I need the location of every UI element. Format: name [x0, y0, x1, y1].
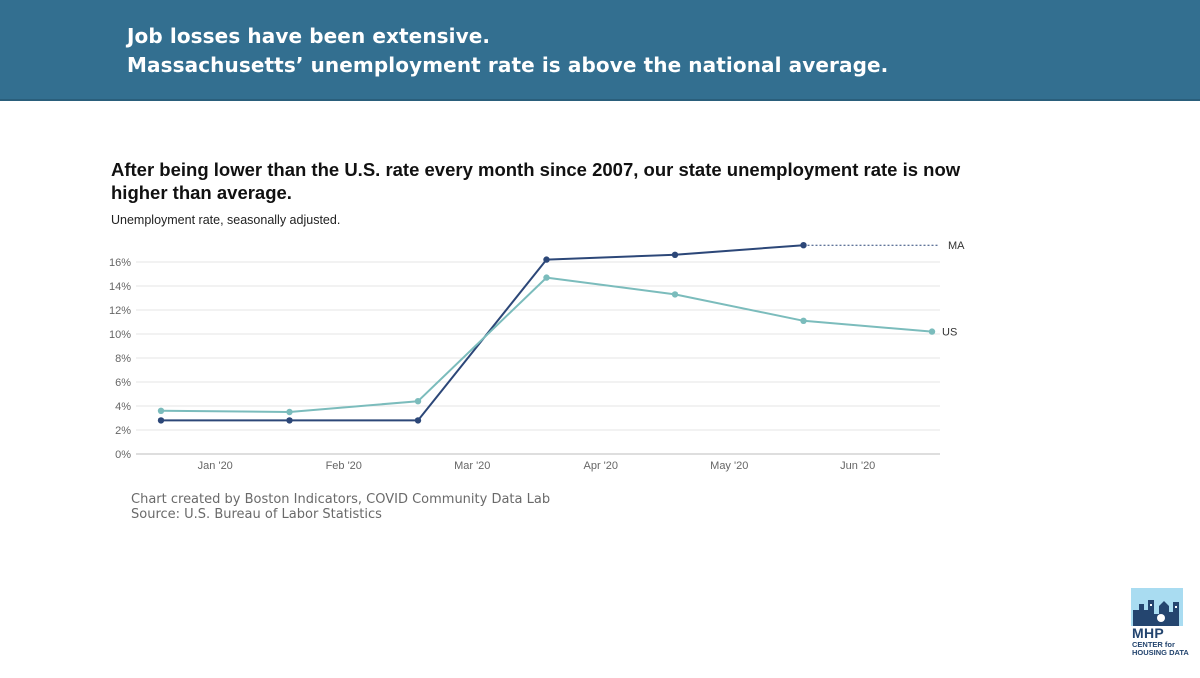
y-tick-label: 12% — [109, 305, 131, 317]
data-point-us — [543, 274, 550, 281]
data-point-ma — [543, 256, 550, 263]
y-tick-label: 14% — [109, 281, 131, 293]
logo-sub-line-2: HOUSING DATA — [1132, 648, 1189, 657]
banner-headline-1: Job losses have been extensive. — [127, 24, 491, 48]
data-point-us — [800, 317, 807, 324]
chart-subtitle: Unemployment rate, seasonally adjusted. — [111, 213, 341, 227]
logo-sub-line-1: CENTER for — [1132, 640, 1175, 649]
y-tick-label: 6% — [115, 377, 131, 389]
y-tick-label: 10% — [109, 329, 131, 341]
data-point-ma — [157, 417, 165, 424]
data-point-ma — [800, 242, 807, 249]
chart-title: After being lower than the U.S. rate eve… — [111, 159, 961, 203]
y-tick-label: 4% — [115, 401, 131, 413]
data-point-us — [414, 398, 422, 405]
x-tick-label: Mar '20 — [454, 460, 490, 472]
chart-source: Source: U.S. Bureau of Labor Statistics — [131, 507, 382, 522]
logo-skyline-icon — [1131, 588, 1183, 626]
x-tick-label: Jan '20 — [198, 460, 233, 472]
series-line-ma — [161, 244, 804, 422]
data-point-us — [928, 328, 936, 335]
series-label-us: US — [942, 327, 957, 339]
data-point-ma — [286, 417, 293, 424]
series-line-us — [160, 276, 933, 413]
y-tick-label: 0% — [115, 449, 131, 461]
logo-name: MHP — [1132, 625, 1165, 641]
header-banner: Job losses have been extensive. Massachu… — [0, 0, 1200, 101]
y-tick-label: 16% — [109, 257, 131, 269]
x-tick-label: Apr '20 — [583, 460, 618, 472]
data-point-us — [286, 408, 293, 416]
logo-subtitle: CENTER for HOUSING DATA — [1132, 641, 1192, 657]
x-tick-label: Feb '20 — [326, 460, 362, 472]
data-point-us — [157, 407, 165, 414]
x-tick-label: May '20 — [710, 460, 748, 472]
data-point-ma — [414, 417, 422, 424]
data-point-us — [671, 291, 679, 298]
chart-credit: Chart created by Boston Indicators, COVI… — [131, 492, 551, 507]
x-tick-label: Jun '20 — [840, 460, 875, 472]
mhp-logo: MHP CENTER for HOUSING DATA — [1131, 588, 1189, 664]
y-tick-label: 2% — [115, 425, 131, 437]
series-label-ma: MA — [948, 240, 965, 252]
banner-headline-2: Massachusetts’ unemployment rate is abov… — [127, 53, 889, 77]
data-point-ma — [671, 251, 679, 258]
y-tick-label: 8% — [115, 353, 131, 365]
